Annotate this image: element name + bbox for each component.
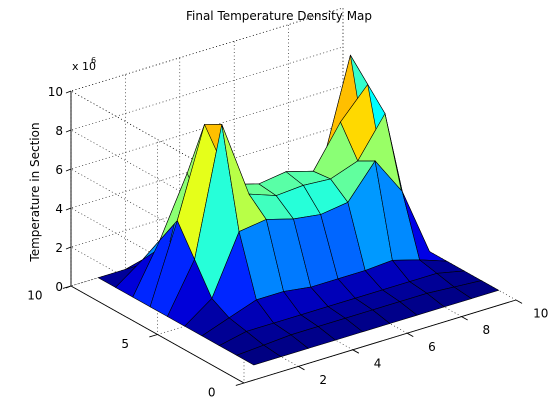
y-tick-label: 5 — [121, 337, 129, 351]
surface-facet — [453, 280, 500, 299]
z-tick — [65, 285, 72, 289]
x-tick-label: 2 — [319, 373, 327, 387]
z-tick-label: 4 — [55, 202, 63, 216]
x-axis-line — [243, 299, 517, 384]
x-tick — [406, 332, 414, 337]
surface-plot — [97, 54, 500, 366]
z-tick-label: 6 — [55, 163, 63, 177]
x-tick — [352, 349, 360, 354]
z-tick — [65, 168, 72, 172]
z-multiplier-exponent: 6 — [91, 56, 96, 65]
z-tick — [65, 129, 72, 133]
y-tick-label: 0 — [208, 385, 216, 399]
axes-box-front: 2 4 6 8 10 0 5 10 0 2 4 6 8 10 — [27, 85, 548, 399]
x-tick-label: 4 — [374, 356, 382, 370]
z-tick — [65, 246, 72, 250]
x-tick-label: 8 — [483, 323, 491, 337]
z-multiplier-label: x 10 — [72, 60, 96, 73]
x-tick — [298, 366, 305, 371]
z-tick — [65, 90, 72, 94]
x-tick-label: 6 — [428, 340, 436, 354]
chart-title: Final Temperature Density Map — [186, 9, 372, 23]
z-axis-label: Temperature in Section — [28, 122, 42, 262]
y-tick — [149, 334, 158, 338]
z-tick — [65, 207, 72, 211]
x-tick-label: 10 — [533, 307, 548, 321]
y-tick-label: 10 — [27, 288, 42, 302]
z-tick-label: 0 — [55, 280, 63, 294]
x-tick — [461, 316, 468, 321]
z-tick-label: 2 — [55, 241, 63, 255]
axis-labels: x 10 6 Temperature in Section — [28, 56, 96, 263]
z-tick-label: 10 — [48, 85, 63, 99]
z-tick-label: 8 — [55, 124, 63, 138]
x-tick — [515, 299, 523, 304]
y-tick — [235, 382, 245, 386]
